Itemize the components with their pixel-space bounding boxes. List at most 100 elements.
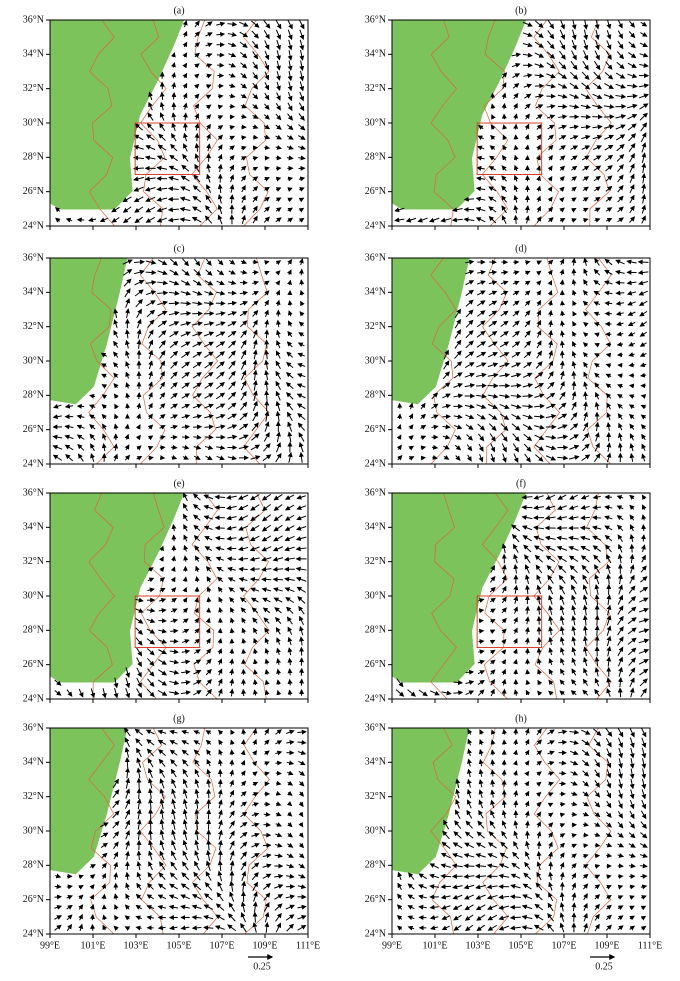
wind-vector xyxy=(156,217,168,223)
wind-vector xyxy=(122,206,132,213)
wind-vector xyxy=(569,82,579,90)
y-tick-label: 34°N xyxy=(365,757,386,768)
wind-vector xyxy=(559,770,567,776)
wind-vector xyxy=(582,176,590,182)
wind-vector xyxy=(252,114,259,119)
x-tick-label: 111°E xyxy=(638,940,662,951)
wind-vector xyxy=(133,176,144,182)
wind-vector xyxy=(557,93,568,99)
wind-vector xyxy=(571,197,577,203)
wind-vector xyxy=(275,187,282,192)
wind-vector xyxy=(99,217,108,223)
y-tick-label: 34°N xyxy=(365,287,386,298)
wind-vector xyxy=(217,104,224,110)
wind-vector xyxy=(182,82,188,89)
wind-vector xyxy=(534,41,544,48)
plateau-region xyxy=(392,20,527,210)
wind-vector xyxy=(615,134,626,141)
wind-vector xyxy=(205,21,213,27)
wind-vector xyxy=(145,145,156,151)
wind-vector xyxy=(241,145,247,151)
wind-vector xyxy=(582,60,589,71)
wind-vector xyxy=(617,30,623,40)
y-tick-label: 26°N xyxy=(365,424,386,435)
x-tick-label: 109°E xyxy=(252,940,277,951)
wind-vector xyxy=(275,102,281,111)
wind-vector xyxy=(558,114,568,120)
wind-vector xyxy=(534,20,544,28)
wind-vector xyxy=(252,134,259,140)
wind-vector xyxy=(605,352,612,358)
reference-vector-label: 0.25 xyxy=(253,961,271,972)
wind-vector xyxy=(133,155,145,161)
wind-vector xyxy=(604,82,614,89)
wind-vector xyxy=(205,42,213,48)
wind-vector xyxy=(228,52,237,58)
study-box xyxy=(134,122,201,175)
wind-vector xyxy=(606,40,612,50)
wind-vector xyxy=(475,206,486,212)
wind-vector xyxy=(287,207,293,213)
wind-vector xyxy=(558,124,567,130)
wind-vector xyxy=(192,185,201,193)
wind-vector xyxy=(167,207,179,213)
wind-vector xyxy=(194,83,200,89)
wind-vector xyxy=(629,194,635,204)
wind-vector xyxy=(475,196,486,202)
wind-vector xyxy=(593,60,601,71)
wind-vector xyxy=(252,61,258,70)
wind-vector xyxy=(159,445,166,451)
wind-vector xyxy=(206,84,212,89)
wind-vector xyxy=(228,73,236,78)
y-tick-label: 36°N xyxy=(365,722,386,733)
y-tick-label: 36°N xyxy=(23,14,44,25)
wind-vector xyxy=(263,30,270,40)
wind-vector xyxy=(263,20,271,29)
wind-vector xyxy=(182,20,188,28)
wind-vector xyxy=(605,217,613,223)
wind-vector xyxy=(240,62,248,69)
wind-vector xyxy=(502,134,508,141)
wind-vector xyxy=(159,91,165,100)
wind-vector xyxy=(522,32,533,38)
y-tick-label: 28°N xyxy=(23,860,44,871)
wind-vector xyxy=(582,186,589,192)
wind-vector xyxy=(252,156,259,161)
wind-vector xyxy=(592,515,602,521)
wind-vector xyxy=(238,566,248,572)
wind-vector xyxy=(594,625,600,636)
wind-vector xyxy=(629,216,636,223)
wind-vector xyxy=(170,62,176,68)
wind-vector xyxy=(581,134,591,140)
y-tick-label: 28°N xyxy=(365,390,386,401)
wind-vector xyxy=(156,207,168,213)
wind-vector xyxy=(171,81,177,89)
wind-vector xyxy=(241,204,246,214)
wind-vector xyxy=(275,207,282,213)
y-tick-label: 30°N xyxy=(23,117,44,128)
wind-vector xyxy=(571,380,577,390)
y-tick-label: 26°N xyxy=(23,659,44,670)
wind-vector xyxy=(605,196,613,202)
y-tick-label: 36°N xyxy=(23,722,44,733)
wind-vector xyxy=(264,71,270,81)
wind-vector xyxy=(206,73,212,79)
wind-vector xyxy=(535,104,544,109)
wind-vector xyxy=(206,143,212,152)
wind-vector xyxy=(298,197,305,203)
wind-vector xyxy=(217,144,223,151)
panel-label: (f) xyxy=(516,478,526,489)
wind-vector xyxy=(240,52,248,59)
wind-vector xyxy=(264,50,270,61)
wind-vector xyxy=(205,94,212,100)
wind-vector xyxy=(217,153,223,162)
wind-vector xyxy=(546,104,556,109)
wind-vector xyxy=(465,669,475,675)
wind-vector xyxy=(205,205,213,214)
wind-vector xyxy=(228,62,237,68)
wind-vector xyxy=(603,124,615,130)
wind-vector xyxy=(206,123,211,130)
wind-vector xyxy=(637,259,649,265)
y-tick-label: 30°N xyxy=(365,355,386,366)
wind-vector xyxy=(606,29,612,40)
